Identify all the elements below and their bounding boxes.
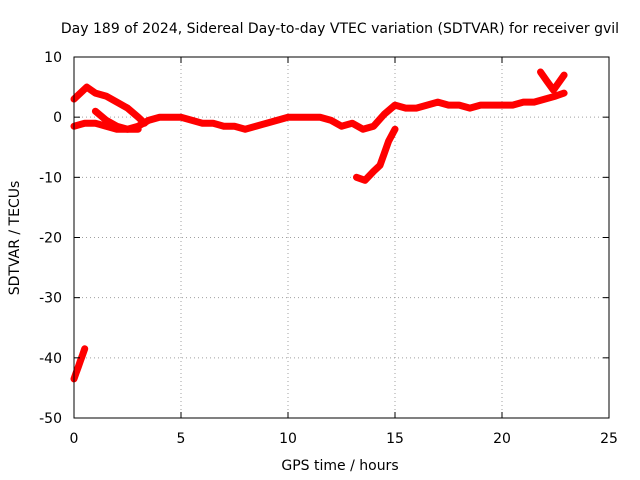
data-point bbox=[362, 177, 368, 184]
upper-early-trace bbox=[70, 83, 149, 127]
data-point bbox=[392, 126, 398, 133]
data-point bbox=[73, 369, 80, 376]
data-point bbox=[381, 111, 388, 118]
data-point bbox=[103, 117, 110, 124]
axis-ticks: 0 5 10 15 20 25 -50 -40 -30 -20 -10 0 10 bbox=[39, 50, 618, 447]
data-point bbox=[520, 99, 527, 106]
data-point bbox=[370, 168, 377, 175]
x-tick-label: 25 bbox=[600, 431, 618, 447]
data-point bbox=[349, 120, 356, 127]
data-point bbox=[77, 357, 84, 364]
data-point bbox=[556, 78, 563, 85]
data-point bbox=[124, 105, 131, 112]
data-point bbox=[135, 126, 142, 133]
y-tick-label: -40 bbox=[39, 351, 62, 367]
x-tick-label: 10 bbox=[279, 431, 297, 447]
data-point bbox=[381, 150, 388, 157]
data-point bbox=[353, 174, 360, 181]
y-tick-label: 0 bbox=[53, 110, 62, 126]
x-tick-label: 20 bbox=[493, 431, 511, 447]
data-point bbox=[488, 102, 495, 109]
data-point bbox=[385, 138, 392, 145]
data-point bbox=[156, 114, 163, 121]
data-point bbox=[103, 93, 110, 100]
y-tick-label: 10 bbox=[44, 50, 62, 66]
data-point bbox=[79, 351, 86, 358]
data-point bbox=[541, 96, 548, 103]
data-point bbox=[92, 108, 99, 115]
data-point bbox=[295, 114, 302, 121]
data-point bbox=[285, 114, 291, 121]
data-point bbox=[263, 120, 270, 127]
data-point bbox=[124, 126, 131, 133]
data-point bbox=[92, 90, 99, 97]
x-tick-label: 0 bbox=[70, 431, 79, 447]
data-point bbox=[167, 114, 174, 121]
data-point bbox=[306, 114, 313, 121]
data-point bbox=[370, 123, 377, 130]
data-point bbox=[75, 363, 82, 370]
data-point bbox=[135, 114, 142, 121]
data-point bbox=[377, 162, 383, 169]
data-point bbox=[231, 123, 238, 130]
y-axis-label: SDTVAR / TECUs bbox=[7, 181, 23, 296]
data-point bbox=[178, 114, 184, 121]
data-point bbox=[499, 102, 505, 109]
data-point bbox=[456, 102, 463, 109]
data-point bbox=[552, 93, 559, 100]
data-point bbox=[210, 120, 217, 127]
data-point bbox=[402, 105, 409, 112]
data-point bbox=[531, 99, 538, 106]
data-point bbox=[92, 120, 99, 127]
x-tick-label: 5 bbox=[177, 431, 186, 447]
x-axis-label: GPS time / hours bbox=[281, 458, 398, 474]
y-tick-label: -20 bbox=[39, 231, 62, 247]
main-trace bbox=[70, 89, 568, 133]
data-point bbox=[392, 102, 398, 109]
data-point bbox=[509, 102, 516, 109]
data-point bbox=[327, 117, 334, 124]
x-tick-label: 15 bbox=[386, 431, 404, 447]
data-point bbox=[199, 120, 206, 127]
data-point bbox=[77, 90, 84, 97]
y-tick-label: -30 bbox=[39, 291, 62, 307]
data-point bbox=[445, 102, 452, 109]
data-point bbox=[477, 102, 484, 109]
data-point bbox=[252, 123, 259, 130]
y-tick-label: -50 bbox=[39, 411, 62, 427]
data-point bbox=[338, 123, 345, 130]
data-point bbox=[317, 114, 324, 121]
data-point bbox=[537, 69, 544, 75]
data-point bbox=[242, 126, 249, 133]
y-tick-label: -10 bbox=[39, 170, 62, 186]
data-series bbox=[70, 68, 568, 383]
data-point bbox=[561, 72, 568, 79]
data-point bbox=[466, 105, 473, 112]
data-point bbox=[434, 99, 441, 106]
data-point bbox=[113, 99, 120, 106]
data-point bbox=[81, 345, 88, 352]
data-point bbox=[274, 117, 281, 124]
data-point bbox=[83, 84, 90, 91]
data-point bbox=[81, 120, 88, 127]
data-point bbox=[220, 123, 227, 130]
chart-title: Day 189 of 2024, Sidereal Day-to-day VTE… bbox=[61, 21, 619, 37]
data-point bbox=[413, 105, 420, 112]
data-point bbox=[543, 78, 550, 85]
grid bbox=[74, 57, 609, 418]
data-point bbox=[188, 117, 195, 124]
data-point bbox=[550, 87, 557, 94]
data-point bbox=[359, 126, 366, 133]
data-point bbox=[424, 102, 431, 109]
data-point bbox=[145, 117, 152, 124]
data-point bbox=[561, 90, 568, 97]
data-point bbox=[113, 123, 120, 130]
